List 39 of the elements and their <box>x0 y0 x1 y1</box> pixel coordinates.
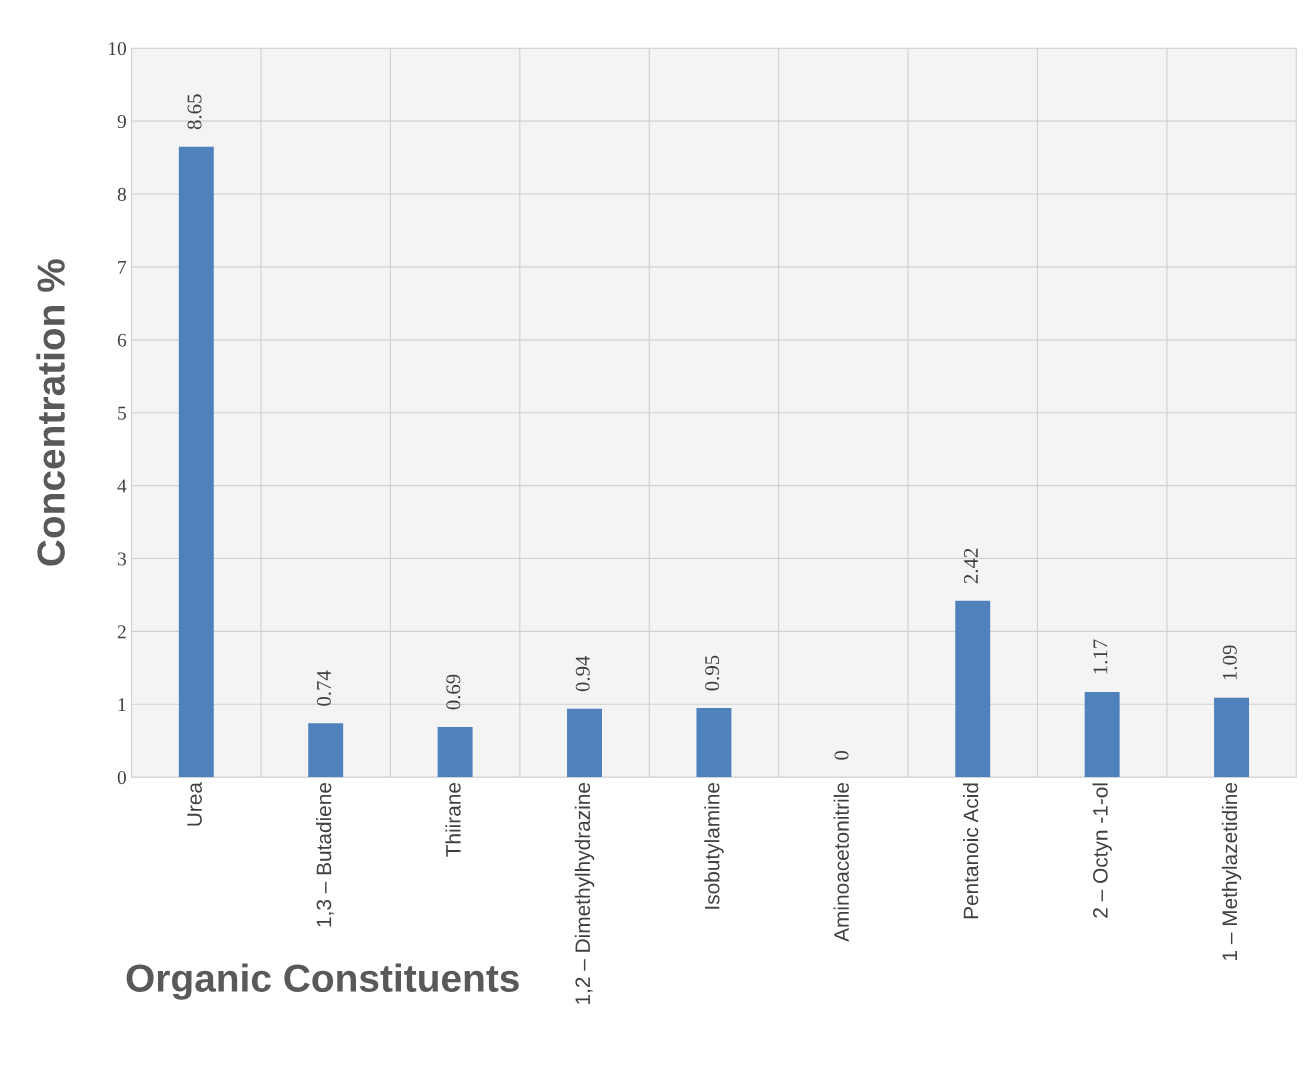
bar <box>178 146 214 778</box>
y-tick-label: 1 <box>118 698 126 712</box>
x-tick-label: Urea <box>187 782 202 826</box>
bar <box>567 708 602 778</box>
x-tick-label: 2 – Octyn -1-ol <box>1092 783 1112 918</box>
bar <box>1084 691 1120 778</box>
x-axis-title: Organic Constituents <box>126 963 519 1000</box>
bar <box>955 600 991 778</box>
bar <box>308 723 344 778</box>
x-tick-label: Isobutylamine <box>704 782 724 909</box>
data-label: 8.65 <box>187 94 202 130</box>
data-label: 0.95 <box>705 655 720 691</box>
data-label: 2.42 <box>963 548 979 584</box>
y-tick-label: 7 <box>118 260 127 274</box>
x-tick-label: Aminoacetonitrile <box>833 782 849 942</box>
y-tick-label: 9 <box>117 115 126 129</box>
data-label: 0.74 <box>316 670 332 706</box>
x-tick-label: Pentanoic Acid <box>963 783 979 919</box>
bar <box>696 707 732 778</box>
y-tick-label: 0 <box>117 771 126 785</box>
y-tick-label: 2 <box>117 625 126 639</box>
data-label: 0.69 <box>446 674 461 710</box>
x-tick-label: Thiirane <box>445 782 461 857</box>
y-tick-label: 3 <box>117 552 126 566</box>
y-tick-label: 4 <box>117 479 127 493</box>
data-label: 1.17 <box>1093 639 1108 674</box>
y-tick-label: 10 <box>109 42 126 56</box>
y-axis-title: Concentration % <box>36 259 65 566</box>
bar <box>1214 697 1250 778</box>
x-tick-label: 1,2 – Dimethylhydrazine <box>574 782 595 1004</box>
y-tick-label: 6 <box>117 333 127 347</box>
x-tick-label: 1,3 – Butadiene <box>316 782 334 927</box>
y-tick-label: 8 <box>117 187 126 201</box>
data-label: 0 <box>834 750 849 760</box>
data-label: 0.94 <box>575 655 590 692</box>
bar <box>437 726 473 778</box>
x-tick-label: 1 – Methylazetidine <box>1221 782 1242 960</box>
y-tick-label: 5 <box>118 406 126 420</box>
data-label: 1.09 <box>1222 645 1237 680</box>
